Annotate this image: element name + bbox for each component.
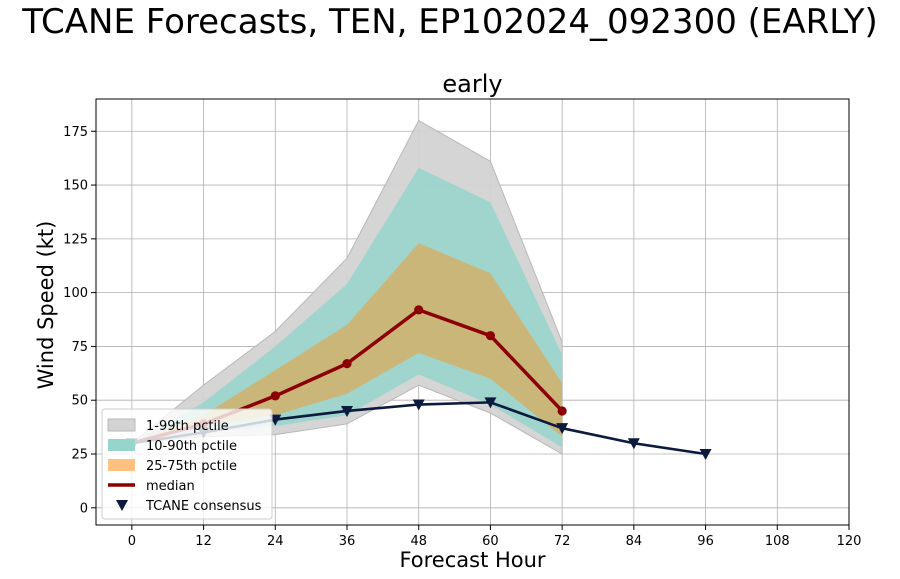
legend-label: 25-75th pctile [146, 459, 237, 474]
y-tick-label: 25 [71, 448, 88, 463]
legend-swatch [107, 418, 136, 432]
legend-label: median [146, 479, 195, 494]
x-tick-label: 120 [837, 534, 862, 549]
consensus-point [484, 397, 497, 409]
y-tick-label: 75 [71, 340, 88, 355]
legend-label: TCANE consensus [145, 499, 262, 514]
plot-frame [95, 98, 850, 526]
x-axis-label: Forecast Hour [399, 548, 546, 572]
x-tick-label: 72 [554, 534, 571, 549]
chart-subtitle: early [442, 70, 503, 98]
chart-title: TCANE Forecasts, TEN, EP102024_092300 (E… [22, 2, 878, 42]
x-tick-label: 48 [410, 534, 427, 549]
x-tick-label: 0 [128, 534, 136, 549]
x-tick-label: 60 [482, 534, 499, 549]
consensus-point [699, 449, 712, 460]
consensus-point [412, 399, 425, 411]
median-point [414, 305, 424, 315]
legend-swatch [116, 500, 128, 511]
legend-label: 1-99th pctile [146, 419, 229, 434]
legend: 1-99th pctile 10-90th pctile 25-75th pctil… [101, 408, 273, 520]
median-point [557, 406, 567, 416]
legend-label: 10-90th pctile [146, 439, 237, 454]
y-tick-label: 50 [71, 394, 88, 409]
y-tick-label: 100 [63, 286, 88, 301]
median-point [485, 331, 496, 341]
axes: 0 12 24 36 48 60 72 84 96 108 120 0 25 50 75 100 125 150 1… [63, 98, 862, 549]
y-tick-label: 0 [80, 501, 88, 516]
x-tick-label: 108 [765, 534, 790, 549]
consensus-point [341, 405, 353, 417]
median-point [342, 359, 352, 369]
band-3 [131, 243, 563, 444]
consensus-point [627, 438, 640, 450]
median-point [270, 391, 280, 401]
band-2 [131, 167, 563, 448]
x-tick-label: 12 [195, 534, 212, 549]
x-tick-label: 84 [626, 534, 643, 549]
percentile-bands [130, 119, 563, 455]
y-tick-label: 150 [63, 179, 88, 194]
y-tick-label: 175 [63, 125, 88, 140]
x-tick-label: 24 [267, 534, 284, 549]
legend-swatch [108, 439, 135, 451]
consensus-point [556, 423, 569, 435]
legend-swatch [108, 459, 135, 471]
x-tick-label: 36 [339, 534, 356, 549]
legend-box [101, 408, 273, 520]
x-tick-label: 96 [697, 534, 714, 549]
y-tick-label: 125 [63, 232, 88, 247]
